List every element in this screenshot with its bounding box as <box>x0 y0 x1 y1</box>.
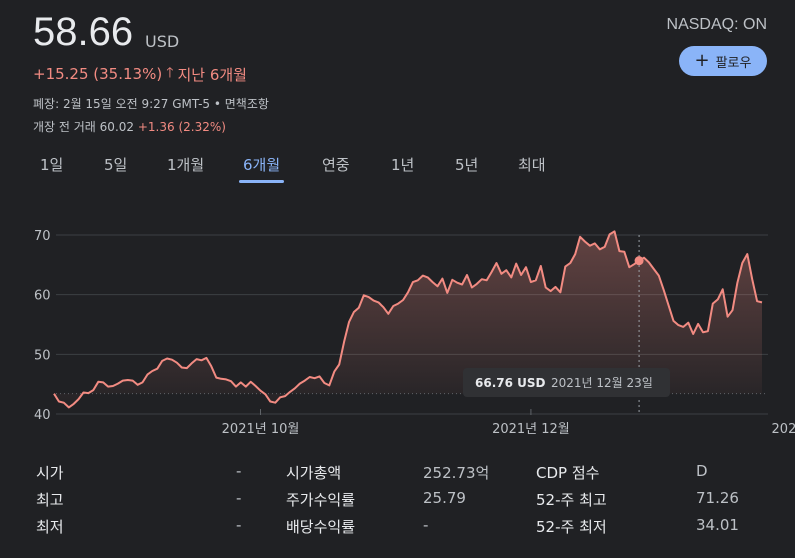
stat-value: 252.73억 <box>423 464 490 482</box>
stat-value: 71.26 <box>696 489 739 507</box>
premarket-price: 60.02 <box>99 120 135 134</box>
tab-1개월[interactable]: 1개월 <box>167 156 205 174</box>
tab-1년[interactable]: 1년 <box>391 156 415 174</box>
stat-label: 52-주 최저 <box>536 518 607 536</box>
stat-label: 최고 <box>36 491 64 509</box>
tab-연중[interactable]: 연중 <box>322 156 350 174</box>
price-change: +15.25 (35.13%) 🡑 지난 6개월 <box>33 62 247 86</box>
stat-label: 시가총액 <box>286 464 342 482</box>
stat-value: - <box>236 489 242 507</box>
stat-label: 배당수익률 <box>286 518 356 536</box>
y-tick-label: 60 <box>34 289 51 304</box>
follow-label: 팔로우 <box>715 55 752 71</box>
current-price: 58.66 <box>33 10 134 54</box>
stat-label: 최저 <box>36 518 64 536</box>
tab-최대[interactable]: 최대 <box>518 156 546 174</box>
y-tick-label: 40 <box>34 408 51 423</box>
exchange-ticker: NASDAQ: ON <box>666 16 767 33</box>
stat-value: - <box>423 516 429 534</box>
y-tick-label: 50 <box>34 348 51 363</box>
premarket-change: +1.36 (2.32%) <box>137 120 226 134</box>
stat-value: D <box>696 462 708 480</box>
change-period: 지난 6개월 <box>177 65 247 84</box>
stat-value: 34.01 <box>696 516 739 534</box>
tooltip-box <box>463 368 670 397</box>
price-area <box>54 231 762 408</box>
plus-icon: + <box>694 50 710 71</box>
y-tick-label: 70 <box>34 229 51 244</box>
change-value: +15.25 (35.13%) <box>33 65 163 83</box>
arrow-up-icon: 🡑 <box>166 65 174 81</box>
tab-1일[interactable]: 1일 <box>40 156 64 174</box>
x-tick-label: 2022년 2월 <box>772 422 795 437</box>
stat-label: CDP 점수 <box>536 464 600 482</box>
price-chart[interactable]: 40 50 60 70 2021년 10월 2021년 12월 2022년 2월 66.76 … <box>0 195 795 445</box>
close-info: 폐장: 2월 15일 오전 9:27 GMT-5 • 면책조항 <box>33 97 269 111</box>
tooltip-date: 2021년 12월 23일 <box>551 376 653 390</box>
currency-label: USD <box>145 32 180 51</box>
stat-label: 52-주 최고 <box>536 491 607 509</box>
stat-label: 주가수익률 <box>286 491 356 509</box>
stat-value: - <box>236 462 242 480</box>
premarket-info: 개장 전 거래 60.02 +1.36 (2.32%) <box>33 118 226 135</box>
stat-label: 시가 <box>36 464 64 482</box>
stat-value: - <box>236 516 242 534</box>
tooltip-value: 66.76 USD <box>475 376 546 390</box>
tab-5년[interactable]: 5년 <box>455 156 479 174</box>
tab-6개월[interactable]: 6개월 <box>238 150 285 183</box>
price-line <box>53 230 763 409</box>
hover-point <box>634 256 644 266</box>
stat-value: 25.79 <box>423 489 466 507</box>
tab-5일[interactable]: 5일 <box>104 156 128 174</box>
follow-button[interactable]: + 팔로우 <box>679 46 767 76</box>
premarket-label: 개장 전 거래 <box>33 120 96 134</box>
x-tick-label: 2021년 10월 <box>222 422 300 437</box>
x-tick-label: 2021년 12월 <box>492 422 570 437</box>
